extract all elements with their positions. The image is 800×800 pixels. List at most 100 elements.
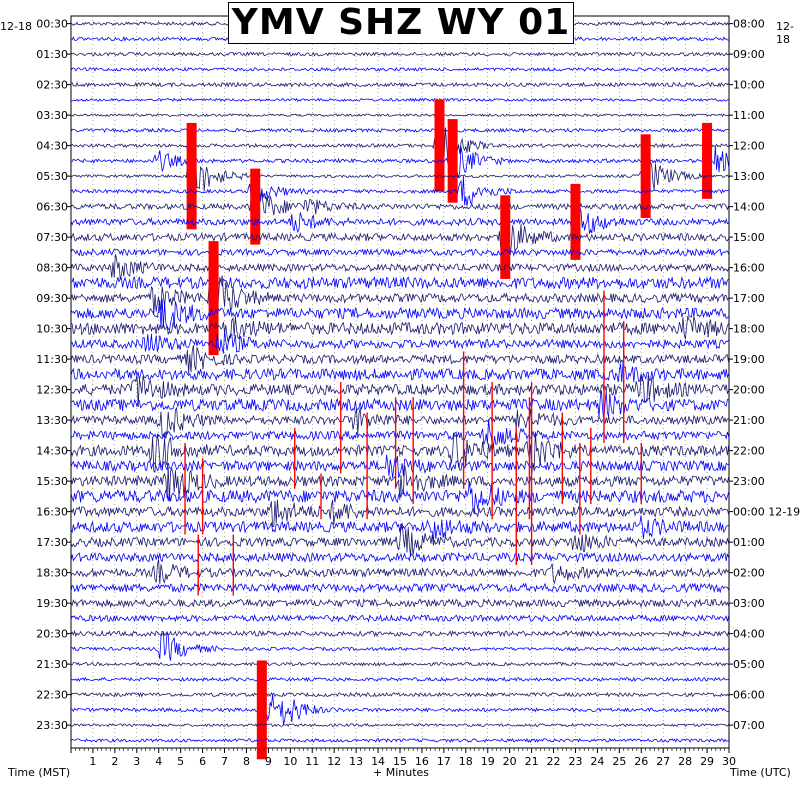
x-tick-label: 8 xyxy=(243,755,250,768)
trace-row xyxy=(70,465,729,502)
left-hour-label: 03:30 xyxy=(36,109,68,122)
right-hour-label: 07:00 xyxy=(733,719,765,732)
clipped-event-marker xyxy=(570,183,581,260)
x-tick-label: 18 xyxy=(459,755,473,768)
x-tick-label: 24 xyxy=(590,755,604,768)
trace-row xyxy=(70,188,729,216)
x-tick-label: 2 xyxy=(111,755,118,768)
x-tick-label: 12 xyxy=(327,755,341,768)
trace-row xyxy=(70,419,729,448)
x-tick-label: 1 xyxy=(89,755,96,768)
right-hour-label: 20:00 xyxy=(733,384,765,397)
trace-row xyxy=(70,274,729,323)
left-hour-label: 19:30 xyxy=(36,597,68,610)
left-hour-label: 08:30 xyxy=(36,262,68,275)
trace-row xyxy=(71,138,729,178)
x-tick-label: 21 xyxy=(525,755,539,768)
x-tick-label: 7 xyxy=(221,755,228,768)
trace-row xyxy=(70,661,729,667)
left-hour-label: 13:30 xyxy=(36,414,68,427)
left-hour-label: 00:30 xyxy=(36,18,68,31)
x-tick-label: 19 xyxy=(481,755,495,768)
trace-row xyxy=(70,676,729,683)
trace-row xyxy=(70,247,729,257)
trace-row xyxy=(70,66,729,72)
right-hour-label: 08:00 xyxy=(733,18,765,31)
right-hour-label: 02:00 xyxy=(733,567,765,580)
left-hour-label: 16:30 xyxy=(36,506,68,519)
x-tick-label: 28 xyxy=(678,755,692,768)
left-hour-label: 14:30 xyxy=(36,445,68,458)
left-hour-label: 11:30 xyxy=(36,353,68,366)
trace-row xyxy=(70,330,729,354)
right-hour-label: 04:00 xyxy=(733,628,765,641)
trace-row xyxy=(70,127,729,167)
x-tick-label: 15 xyxy=(393,755,407,768)
x-tick-label: 22 xyxy=(547,755,561,768)
clipped-event-marker xyxy=(186,122,197,230)
x-tick-label: 3 xyxy=(133,755,140,768)
left-hour-label: 18:30 xyxy=(36,567,68,580)
left-hour-label: 17:30 xyxy=(36,536,68,549)
left-hour-label: 07:30 xyxy=(36,231,68,244)
x-axis-label-center: + Minutes xyxy=(373,766,430,779)
right-hour-label: 21:00 xyxy=(733,414,765,427)
x-tick-label: 13 xyxy=(349,755,363,768)
trace-row xyxy=(70,373,729,408)
clipped-event-marker xyxy=(640,134,651,218)
left-hour-label: 23:30 xyxy=(36,719,68,732)
trace-row xyxy=(70,629,729,638)
trace-row xyxy=(70,559,729,585)
trace-row xyxy=(70,201,729,234)
trace-row xyxy=(70,598,729,609)
trace-row xyxy=(70,691,729,698)
trace-row xyxy=(70,345,729,374)
trace-row xyxy=(70,406,729,439)
clipped-event-marker xyxy=(434,100,445,192)
x-tick-label: 17 xyxy=(437,755,451,768)
right-hour-label: 15:00 xyxy=(733,231,765,244)
clipped-event-marker xyxy=(702,122,713,199)
left-hour-label: 04:30 xyxy=(36,140,68,153)
trace-row xyxy=(70,315,729,343)
left-hour-label: 01:30 xyxy=(36,48,68,61)
chart-title: YMV SHZ WY 01 xyxy=(231,2,571,43)
left-hour-label: 10:30 xyxy=(36,323,68,336)
trace-row xyxy=(70,127,729,134)
x-tick-label: 25 xyxy=(612,755,626,768)
x-tick-label: 11 xyxy=(305,755,319,768)
right-hour-label: 10:00 xyxy=(733,79,765,92)
trace-row xyxy=(70,81,729,88)
trace-row xyxy=(71,113,729,118)
trace-row xyxy=(70,275,729,290)
left-hour-label: 20:30 xyxy=(36,628,68,641)
left-hour-label: 02:30 xyxy=(36,79,68,92)
trace-row xyxy=(70,431,729,474)
trace-row xyxy=(70,631,729,661)
left-hour-label: 21:30 xyxy=(36,658,68,671)
x-tick-label: 6 xyxy=(199,755,206,768)
trace-row xyxy=(70,254,729,280)
clipped-event-marker xyxy=(500,195,511,279)
right-hour-label: 17:00 xyxy=(733,292,765,305)
x-tick-label: 27 xyxy=(656,755,670,768)
x-tick-label: 20 xyxy=(503,755,517,768)
clipped-event-marker xyxy=(250,168,261,245)
trace-row xyxy=(70,51,729,57)
trace-row xyxy=(70,499,729,527)
x-tick-label: 9 xyxy=(265,755,272,768)
clipped-event-marker xyxy=(256,660,267,760)
trace-row xyxy=(70,362,729,383)
trace-row xyxy=(70,298,729,332)
right-hour-label: 11:00 xyxy=(733,109,765,122)
right-hour-label: 19:00 xyxy=(733,353,765,366)
x-tick-label: 29 xyxy=(700,755,714,768)
x-tick-label: 4 xyxy=(155,755,162,768)
trace-row xyxy=(70,613,729,623)
clipped-event-marker xyxy=(447,119,458,203)
clipped-event-marker xyxy=(208,241,219,356)
right-hour-label: 16:00 xyxy=(733,262,765,275)
trace-row xyxy=(70,551,729,564)
